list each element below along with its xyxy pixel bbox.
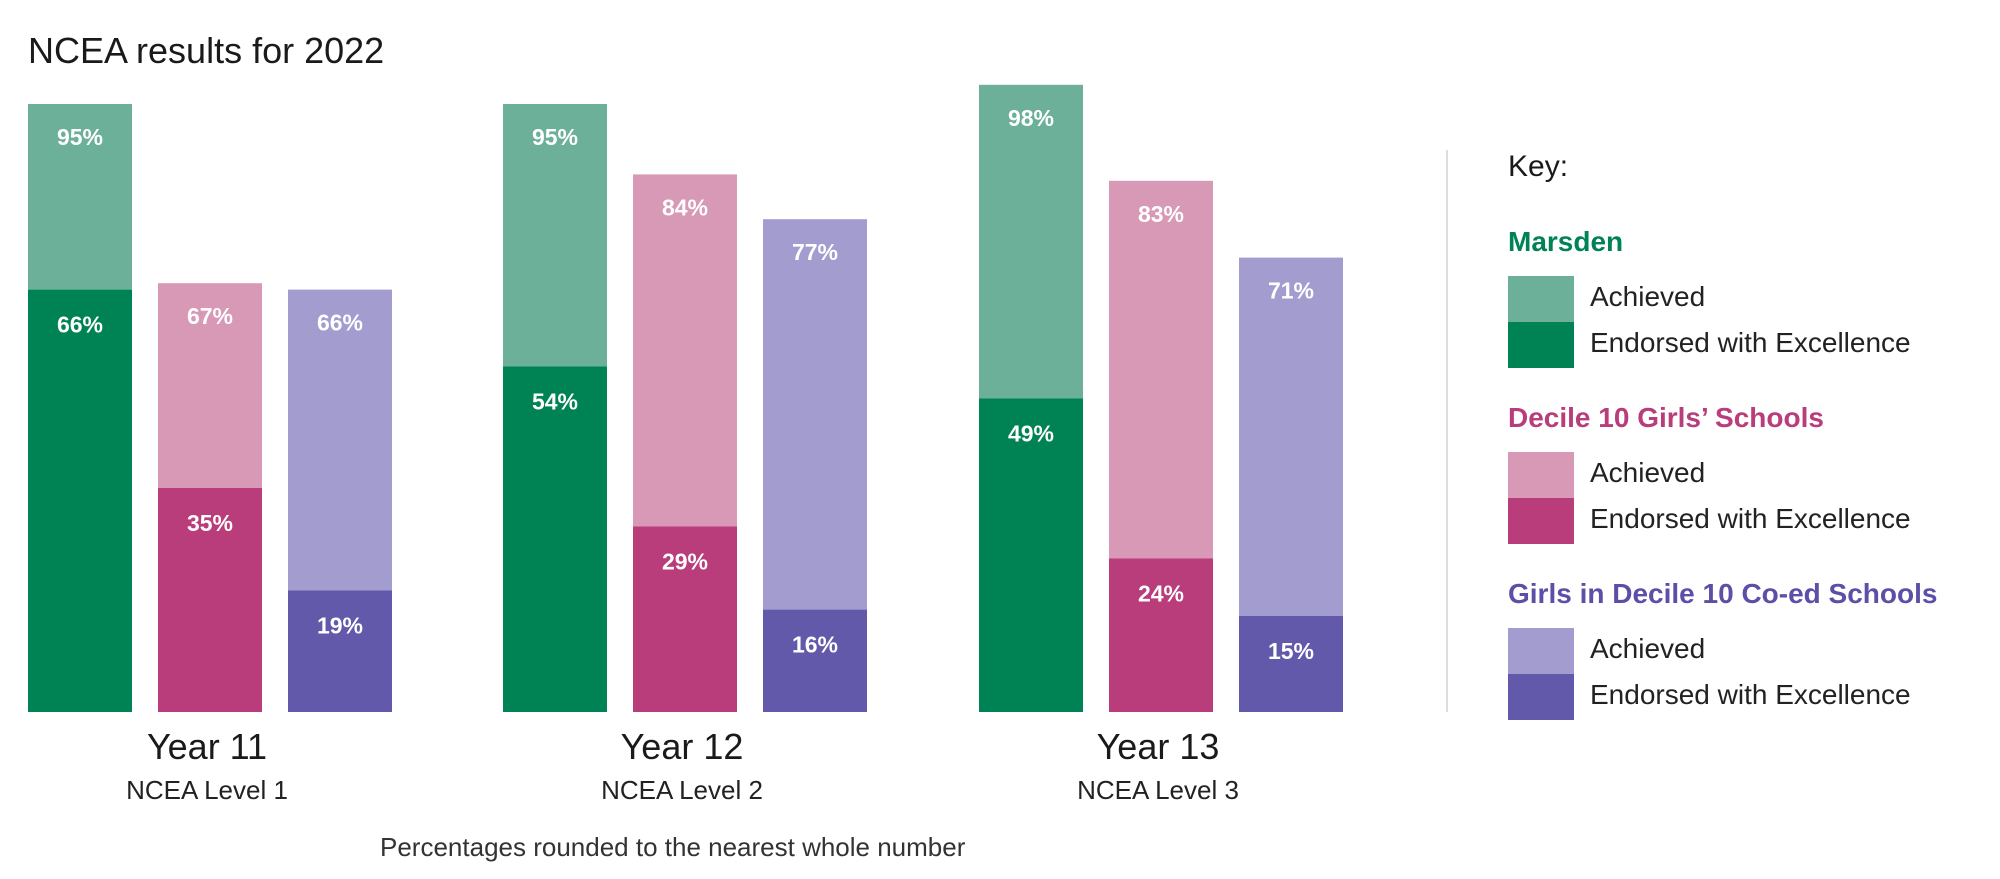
bar-excellence — [158, 488, 262, 712]
year-label: Year 13 — [1096, 726, 1220, 767]
legend-swatch-achieved — [1508, 276, 1574, 322]
footnote: Percentages rounded to the nearest whole… — [380, 832, 966, 862]
data-label-excellence: 66% — [57, 312, 103, 338]
legend-swatch-achieved — [1508, 628, 1574, 674]
data-label-achieved: 98% — [1008, 105, 1054, 131]
bar-achieved — [633, 174, 737, 527]
data-label-excellence: 19% — [317, 612, 363, 638]
chart-title: NCEA results for 2022 — [28, 30, 385, 71]
bar-excellence — [1239, 616, 1343, 712]
legend-label-achieved: Achieved — [1590, 633, 1706, 664]
bar-excellence — [1109, 558, 1213, 712]
bar-achieved — [1109, 180, 1213, 559]
legend-swatch-excellence — [1508, 322, 1574, 368]
year-label: Year 12 — [620, 726, 744, 767]
legend-label-excellence: Endorsed with Excellence — [1590, 503, 1911, 534]
bar-achieved — [28, 104, 132, 290]
key-title: Key: — [1508, 150, 1569, 183]
legend-label-excellence: Endorsed with Excellence — [1590, 327, 1911, 358]
key-divider — [1446, 150, 1448, 712]
data-label-achieved: 95% — [532, 124, 578, 150]
bar-achieved — [158, 283, 262, 488]
data-label-achieved: 77% — [792, 239, 838, 265]
data-label-excellence: 16% — [792, 632, 838, 658]
legend-label-achieved: Achieved — [1590, 281, 1706, 312]
bar-excellence — [633, 526, 737, 712]
data-label-achieved: 84% — [662, 194, 708, 220]
legend-swatch-excellence — [1508, 674, 1574, 720]
bar-excellence — [503, 366, 607, 712]
legend-swatch-excellence — [1508, 498, 1574, 544]
bar-achieved — [503, 104, 607, 367]
bar-achieved — [1239, 257, 1343, 616]
data-label-achieved: 83% — [1138, 201, 1184, 227]
data-label-achieved: 71% — [1268, 278, 1314, 304]
legend-group-title: Decile 10 Girls’ Schools — [1508, 402, 1824, 433]
level-label: NCEA Level 2 — [601, 775, 763, 805]
data-label-excellence: 29% — [662, 548, 708, 574]
data-label-excellence: 24% — [1138, 580, 1184, 606]
legend-group-title: Girls in Decile 10 Co-ed Schools — [1508, 578, 1938, 609]
legend-label-achieved: Achieved — [1590, 457, 1706, 488]
legend-group-title: Marsden — [1508, 226, 1624, 257]
bar-excellence — [28, 289, 132, 712]
data-label-excellence: 49% — [1008, 420, 1054, 446]
bar-excellence — [979, 398, 1083, 712]
bar-excellence — [288, 590, 392, 712]
level-label: NCEA Level 1 — [126, 775, 288, 805]
data-label-achieved: 67% — [187, 303, 233, 329]
year-label: Year 11 — [146, 726, 268, 767]
legend-label-excellence: Endorsed with Excellence — [1590, 679, 1911, 710]
legend-swatch-achieved — [1508, 452, 1574, 498]
data-label-achieved: 95% — [57, 124, 103, 150]
data-label-excellence: 15% — [1268, 638, 1314, 664]
bar-excellence — [763, 609, 867, 712]
bar-achieved — [288, 289, 392, 591]
bar-achieved — [763, 219, 867, 610]
data-label-excellence: 54% — [532, 388, 578, 414]
data-label-excellence: 35% — [187, 510, 233, 536]
level-label: NCEA Level 3 — [1077, 775, 1239, 805]
data-label-achieved: 66% — [317, 310, 363, 336]
bar-achieved — [979, 84, 1083, 399]
